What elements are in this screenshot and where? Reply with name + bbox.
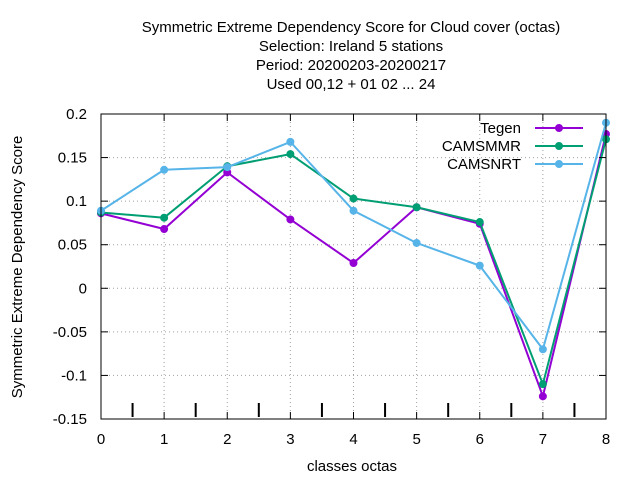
y-tick-labels: -0.15 -0.1 -0.05 0 0.05 0.1 0.15 0.2 — [53, 106, 87, 428]
chart-title-line-4: Used 00,12 + 01 02 ... 24 — [267, 76, 436, 93]
y-tick-label: -0.1 — [61, 367, 87, 384]
chart-title-line-3: Period: 20200203-20200217 — [256, 57, 446, 74]
data-point — [538, 345, 547, 354]
data-point — [286, 215, 295, 224]
x-tick-label: 2 — [223, 431, 231, 448]
data-point — [223, 163, 232, 172]
y-tick-label: 0.1 — [66, 193, 87, 210]
data-point — [286, 150, 295, 159]
series-lines — [97, 118, 610, 401]
data-point — [349, 194, 358, 203]
data-point — [160, 213, 169, 222]
data-point — [160, 165, 169, 174]
data-point — [160, 225, 169, 234]
data-point — [475, 218, 484, 227]
x-tick-label: 5 — [412, 431, 420, 448]
legend-label: CAMSMMR — [442, 138, 521, 155]
y-tick-label: 0.2 — [66, 106, 87, 123]
x-tick-label: 6 — [476, 431, 484, 448]
data-point — [412, 203, 421, 212]
chart-title: Symmetric Extreme Dependency Score for C… — [142, 19, 560, 93]
data-point — [475, 261, 484, 270]
x-tick-label: 0 — [97, 431, 105, 448]
x-tick-label: 4 — [349, 431, 357, 448]
data-point — [538, 392, 547, 401]
data-point — [412, 238, 421, 247]
chart-title-line-1: Symmetric Extreme Dependency Score for C… — [142, 19, 560, 36]
data-point — [349, 259, 358, 268]
data-point — [349, 206, 358, 215]
axis-ticks — [100, 113, 607, 420]
x-tick-label: 7 — [539, 431, 547, 448]
legend-marker — [555, 124, 563, 132]
y-axis-label: Symmetric Extreme Dependency Score — [9, 136, 26, 399]
series-line — [100, 122, 607, 351]
legend-marker — [555, 142, 563, 150]
x-tick-label: 8 — [602, 431, 610, 448]
data-point — [538, 380, 547, 389]
legend-label: Tegen — [480, 120, 521, 137]
y-tick-label: 0.15 — [58, 150, 87, 167]
y-tick-label: -0.05 — [53, 324, 87, 341]
y-tick-label: 0.05 — [58, 237, 87, 254]
x-tick-labels: 0 1 2 3 4 5 6 7 8 — [97, 431, 610, 448]
x-tick-label: 1 — [160, 431, 168, 448]
y-tick-label: -0.15 — [53, 411, 87, 428]
y-tick-label: 0 — [79, 280, 87, 297]
legend-label: CAMSNRT — [447, 156, 521, 173]
minor-ticks — [131, 403, 576, 417]
x-axis-label: classes octas — [307, 458, 397, 475]
legend-marker — [555, 160, 563, 168]
chart-title-line-2: Selection: Ireland 5 stations — [259, 38, 443, 55]
x-tick-label: 3 — [286, 431, 294, 448]
data-point — [286, 137, 295, 146]
